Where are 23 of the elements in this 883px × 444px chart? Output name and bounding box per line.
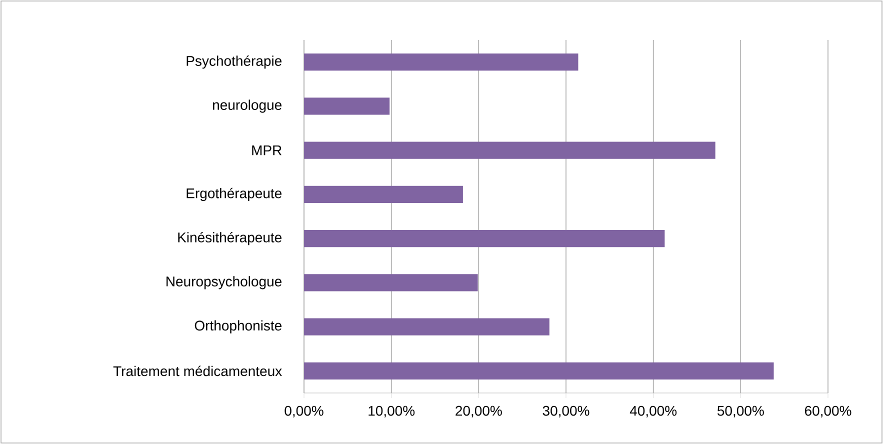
y-tick-label: Neuropsychologue <box>166 276 282 290</box>
x-tick-label: 0,00% <box>284 406 324 418</box>
x-tick-label: 50,00% <box>717 406 764 418</box>
y-tick-label: Traitement médicamenteux <box>113 366 282 376</box>
y-tick-label: Psychothérapie <box>186 55 282 69</box>
x-tick-label: 40,00% <box>630 406 677 418</box>
bar <box>304 274 478 292</box>
y-tick-label: neurologue <box>213 100 282 113</box>
bar <box>304 98 390 115</box>
bar <box>304 186 463 204</box>
y-tick-label: Ergothérapeute <box>186 188 282 202</box>
bar <box>304 318 550 336</box>
x-tick-label: 60,00% <box>804 406 852 418</box>
x-tick-label: 30,00% <box>542 406 590 418</box>
bar <box>304 230 665 248</box>
y-tick-label: MPR <box>252 146 282 156</box>
bar <box>304 142 716 159</box>
x-tick-label: 10,00% <box>368 406 415 418</box>
bar <box>304 362 774 380</box>
x-tick-label: 20,00% <box>456 406 502 418</box>
y-tick-label: Orthophoniste <box>194 320 282 334</box>
bar <box>304 53 578 71</box>
y-tick-label: Kinésithérapeute <box>178 232 282 246</box>
